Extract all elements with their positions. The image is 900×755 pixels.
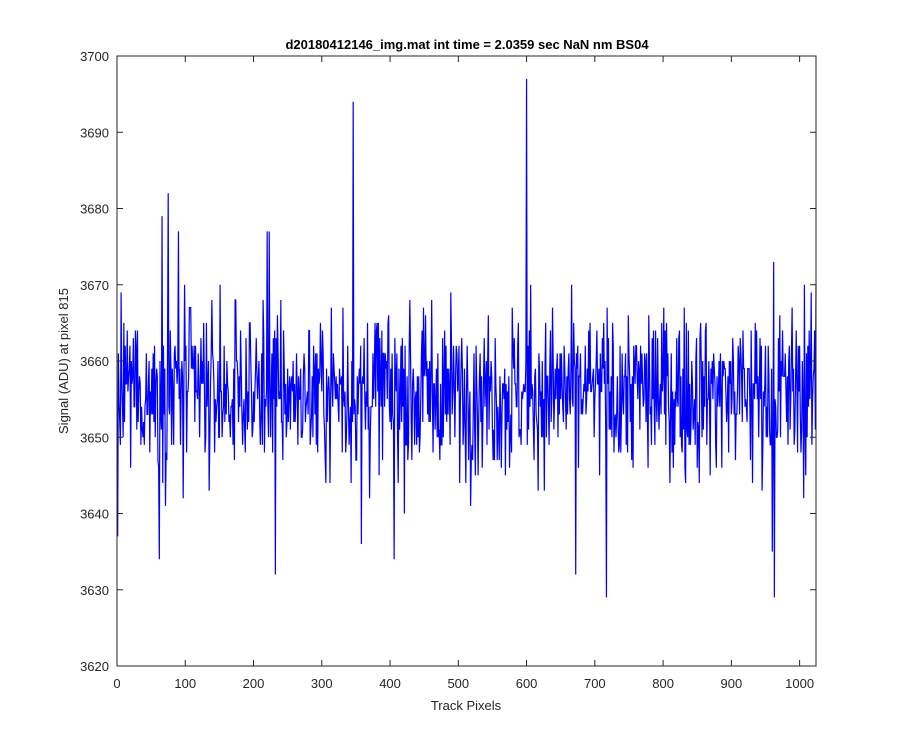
x-tick-label: 300	[311, 676, 333, 691]
x-tick-label: 1000	[785, 676, 814, 691]
data-layer	[117, 78, 817, 598]
x-tick-label: 600	[516, 676, 538, 691]
x-tick-label: 500	[447, 676, 469, 691]
x-tick-label: 400	[379, 676, 401, 691]
x-axis-label: Track Pixels	[431, 698, 502, 713]
x-tick-label: 700	[584, 676, 606, 691]
y-tick-label: 3700	[80, 49, 109, 64]
y-tick-label: 3650	[80, 430, 109, 445]
x-tick-label: 900	[721, 676, 743, 691]
y-tick-label: 3680	[80, 202, 109, 217]
series-line	[117, 78, 817, 598]
x-tick-label: 100	[174, 676, 196, 691]
y-axis: 3620 3630 3640 3650 3660 3670 3680 3690 3700	[80, 49, 816, 674]
y-tick-label: 3630	[80, 583, 109, 598]
y-tick-label: 3660	[80, 354, 109, 369]
y-tick-label: 3640	[80, 507, 109, 522]
x-tick-label: 800	[652, 676, 674, 691]
x-axis: 0 100 200 300 400 500 600 700 800 900 1000	[113, 56, 814, 691]
x-tick-label: 200	[243, 676, 265, 691]
chart-title: d20180412146_img.mat int time = 2.0359 s…	[285, 37, 649, 52]
y-tick-label: 3670	[80, 278, 109, 293]
y-tick-label: 3690	[80, 125, 109, 140]
y-tick-label: 3620	[80, 659, 109, 674]
x-tick-label: 0	[113, 676, 120, 691]
y-axis-label: Signal (ADU) at pixel 815	[56, 288, 71, 434]
